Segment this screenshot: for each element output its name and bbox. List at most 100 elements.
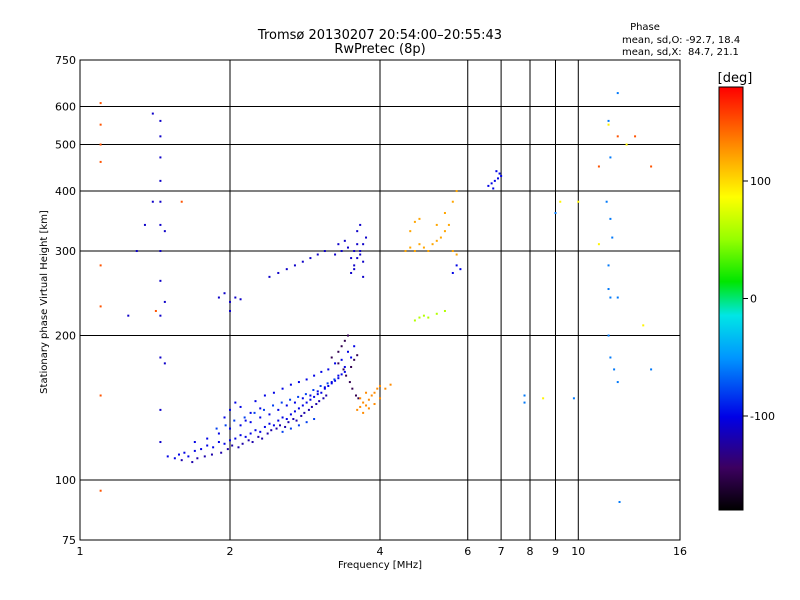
echo-point bbox=[237, 446, 240, 449]
echo-point bbox=[224, 424, 227, 427]
echo-point bbox=[281, 387, 284, 390]
echo-point bbox=[284, 425, 287, 428]
echo-point bbox=[340, 358, 343, 361]
echo-point bbox=[173, 457, 176, 460]
echo-point bbox=[607, 123, 610, 126]
echo-point bbox=[281, 416, 284, 419]
echo-point bbox=[572, 397, 575, 400]
echo-point bbox=[384, 387, 387, 390]
echo-point bbox=[289, 383, 292, 386]
echo-point bbox=[206, 444, 209, 447]
x-tick-label: 6 bbox=[464, 545, 471, 558]
echo-point bbox=[313, 418, 316, 421]
echo-point bbox=[254, 429, 257, 432]
echo-point bbox=[159, 250, 162, 253]
echo-point bbox=[340, 345, 343, 348]
echo-point bbox=[362, 411, 365, 414]
x-minor-tick-label: 7 bbox=[498, 545, 505, 558]
colorbar-ticks: 100 0 -100 bbox=[743, 175, 775, 423]
echo-point bbox=[362, 401, 365, 404]
echo-point bbox=[163, 362, 166, 365]
echo-point bbox=[326, 382, 329, 385]
echo-point bbox=[362, 243, 365, 246]
echo-point bbox=[303, 411, 306, 414]
echo-point bbox=[249, 432, 252, 435]
echo-point bbox=[99, 123, 102, 126]
echo-point bbox=[275, 427, 278, 430]
echo-point bbox=[244, 435, 247, 438]
colorbar-label: [deg] bbox=[718, 71, 753, 86]
x-tick-label: 16 bbox=[673, 545, 687, 558]
echo-point bbox=[215, 427, 218, 430]
echo-point bbox=[609, 356, 612, 359]
echo-point bbox=[327, 368, 330, 371]
echo-point bbox=[650, 368, 653, 371]
echo-point bbox=[234, 437, 237, 440]
echo-point bbox=[297, 381, 300, 384]
echo-point bbox=[365, 391, 368, 394]
scatter-points bbox=[99, 92, 653, 503]
echo-point bbox=[435, 239, 438, 242]
echo-point bbox=[370, 394, 373, 397]
echo-point bbox=[279, 424, 282, 427]
echo-point bbox=[356, 243, 359, 246]
echo-point bbox=[609, 296, 612, 299]
echo-point bbox=[353, 264, 356, 267]
echo-point bbox=[280, 401, 283, 404]
echo-point bbox=[359, 405, 362, 408]
echo-point bbox=[346, 350, 349, 353]
echo-point bbox=[609, 217, 612, 220]
echo-point bbox=[233, 419, 236, 422]
y-tick-label: 100 bbox=[55, 474, 76, 487]
x-tick-label: 8 bbox=[527, 545, 534, 558]
echo-point bbox=[431, 243, 434, 246]
echo-point bbox=[295, 419, 298, 422]
echo-point bbox=[200, 448, 203, 451]
echo-point bbox=[135, 250, 138, 253]
echo-point bbox=[634, 135, 637, 138]
echo-point bbox=[607, 119, 610, 122]
echo-point bbox=[259, 430, 262, 433]
echo-point bbox=[616, 296, 619, 299]
echo-point bbox=[301, 397, 304, 400]
echo-point bbox=[234, 296, 237, 299]
echo-point bbox=[616, 135, 619, 138]
echo-point bbox=[350, 365, 353, 368]
echo-point bbox=[356, 257, 359, 260]
colorbar-tick-label: 100 bbox=[750, 175, 771, 188]
echo-point bbox=[263, 425, 266, 428]
y-tick-label: 500 bbox=[55, 139, 76, 152]
echo-point bbox=[413, 250, 416, 253]
echo-point bbox=[297, 407, 300, 410]
echo-point bbox=[239, 424, 242, 427]
echo-point bbox=[272, 424, 275, 427]
echo-point bbox=[307, 408, 310, 411]
echo-point bbox=[223, 442, 226, 445]
echo-point bbox=[217, 432, 220, 435]
echo-point bbox=[151, 112, 154, 115]
echo-point bbox=[413, 220, 416, 223]
echo-point bbox=[217, 441, 220, 444]
echo-point bbox=[180, 200, 183, 203]
echo-point bbox=[447, 223, 450, 226]
echo-point bbox=[244, 419, 247, 422]
echo-point bbox=[99, 102, 102, 105]
x-tick-label: 10 bbox=[571, 545, 585, 558]
echo-point bbox=[312, 389, 315, 392]
echo-point bbox=[241, 442, 244, 445]
echo-point bbox=[277, 271, 280, 274]
echo-point bbox=[301, 260, 304, 263]
plot-grid bbox=[80, 60, 680, 540]
echo-point bbox=[496, 177, 499, 180]
echo-point bbox=[301, 404, 304, 407]
echo-point bbox=[159, 119, 162, 122]
echo-point bbox=[350, 257, 353, 260]
echo-point bbox=[343, 365, 346, 368]
echo-point bbox=[313, 374, 316, 377]
echo-point bbox=[305, 378, 308, 381]
echo-point bbox=[523, 394, 526, 397]
echo-point bbox=[263, 394, 266, 397]
echo-point bbox=[451, 250, 454, 253]
echo-point bbox=[365, 404, 368, 407]
echo-point bbox=[362, 260, 365, 263]
